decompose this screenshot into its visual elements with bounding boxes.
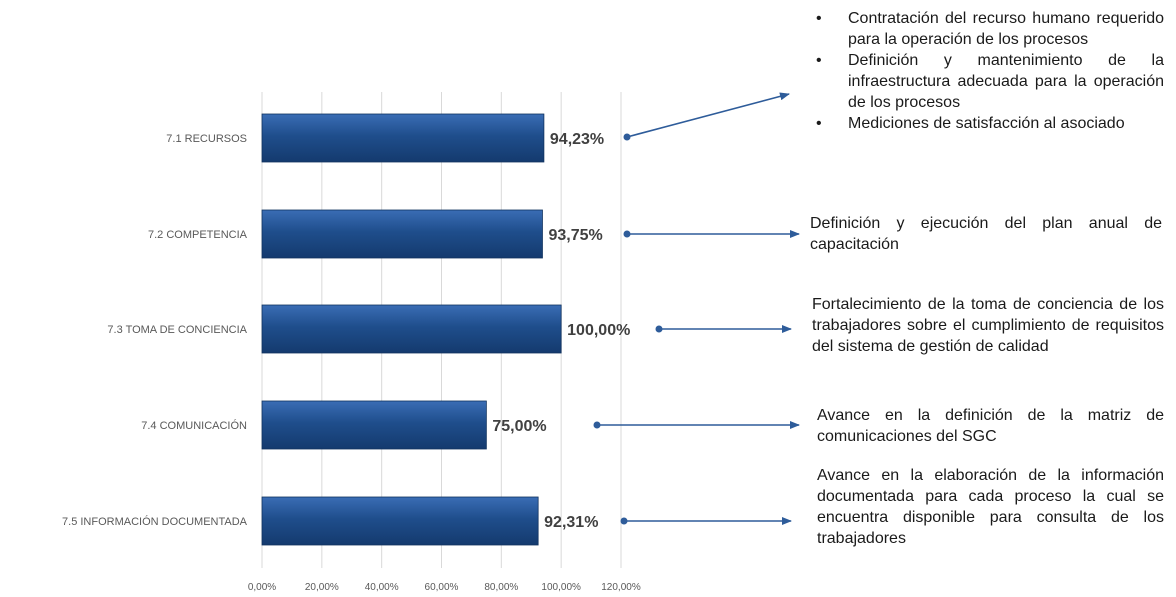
bar [261,209,543,259]
annotation-arrow [626,92,790,138]
bars [261,113,562,546]
x-tick-label: 60,00% [425,582,459,593]
data-label: 75,00% [492,418,546,435]
annotation-toma-conciencia: Fortalecimiento de la toma de conciencia… [812,296,1164,355]
category-label: 7.1 RECURSOS [166,133,247,145]
annotation-recursos-item: Definición y mantenimiento de la infraes… [812,50,1164,113]
annotation-arrows [593,92,800,525]
bar [261,113,545,163]
bar [261,400,487,450]
x-tick-labels: 0,00% 20,00% 40,00% 60,00% 80,00% 100,00% 120,… [248,582,641,593]
x-tick-label: 20,00% [305,582,339,593]
x-tick-label: 80,00% [484,582,518,593]
data-label: 93,75% [548,227,602,244]
category-label: 7.5 INFORMACIÓN DOCUMENTADA [62,515,248,528]
x-tick-label: 120,00% [601,582,641,593]
annotation-comunicacion: Avance en la definición de la matriz de … [817,407,1164,445]
x-tick-label: 0,00% [248,582,276,593]
data-labels: 94,23% 93,75% 100,00% 75,00% 92,31% [492,131,630,531]
category-label: 7.3 TOMA DE CONCIENCIA [107,324,247,336]
annotation-informacion: Avance en la elaboración de la informaci… [817,467,1164,547]
bar [261,304,562,354]
bar [261,496,539,546]
data-label: 94,23% [550,131,604,148]
category-labels: 7.1 RECURSOS 7.2 COMPETENCIA 7.3 TOMA DE C… [62,133,248,528]
data-label: 92,31% [544,514,598,531]
x-tick-label: 100,00% [541,582,581,593]
annotation-recursos: Contratación del recurso humano requerid… [812,8,1164,134]
annotation-recursos-item: Contratación del recurso humano requerid… [812,8,1164,50]
x-tick-label: 40,00% [365,582,399,593]
data-label: 100,00% [567,322,630,339]
annotation-recursos-item: Mediciones de satisfacción al asociado [812,113,1164,134]
annotation-competencia: Definición y ejecución del plan anual de… [810,215,1162,253]
category-label: 7.2 COMPETENCIA [148,229,248,241]
category-label: 7.4 COMUNICACIÓN [141,419,247,432]
